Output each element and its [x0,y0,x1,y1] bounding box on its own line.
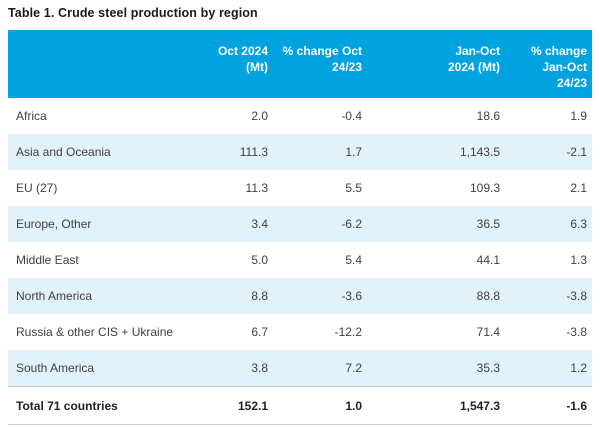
region-label: Africa [16,109,47,123]
oct-mt-value: 8.8 [251,289,268,303]
table-row-africa: Africa 2.0 -0.4 18.6 1.9 [8,98,592,134]
header-oct-2024-mt: Oct 2024 (Mt) [190,30,278,98]
crude-steel-production-table: Oct 2024 (Mt) % change Oct 24/23 Jan-Oct… [8,30,592,425]
oct-mt-value: 11.3 [245,181,268,195]
pct-change-oct-value: -6.2 [341,217,362,231]
pct-change-oct-value: 7.2 [345,361,362,375]
pct-change-jan-oct-value: 1.3 [570,253,587,267]
total-oct-mt-value: 152.1 [190,386,278,425]
region-label: EU (27) [16,181,58,195]
jan-oct-mt-value: 109.3 [469,181,500,195]
table-row-north-america: North America 8.8 -3.6 88.8 -3.8 [8,278,592,314]
jan-oct-mt-value: 1,143.5 [459,145,500,159]
jan-oct-mt-value: 44.1 [476,253,500,267]
pct-change-jan-oct-value: -3.8 [566,289,587,303]
table-row-eu-27: EU (27) 11.3 5.5 109.3 2.1 [8,170,592,206]
pct-change-oct-value: -12.2 [334,325,362,339]
total-pct-change-oct-value: 1.0 [278,386,372,425]
oct-mt-value: 5.0 [251,253,268,267]
oct-mt-value: 6.7 [251,325,268,339]
jan-oct-mt-value: 35.3 [476,361,500,375]
oct-mt-value: 3.4 [251,217,268,231]
table-row-middle-east: Middle East 5.0 5.4 44.1 1.3 [8,242,592,278]
region-label: Europe, Other [16,217,92,231]
header-row: Oct 2024 (Mt) % change Oct 24/23 Jan-Oct… [8,30,592,98]
total-row: Total 71 countries 152.1 1.0 1,547.3 -1.… [8,386,592,425]
header-pct-change-jan-oct: % change Jan-Oct 24/23 [510,30,592,98]
pct-change-jan-oct-value: 1.2 [570,361,587,375]
table-title: Table 1. Crude steel production by regio… [8,6,258,20]
oct-mt-value: 2.0 [251,109,268,123]
oct-mt-value: 3.8 [251,361,268,375]
pct-change-jan-oct-value: 1.9 [570,109,587,123]
pct-change-oct-value: -3.6 [341,289,362,303]
table-row-asia-and-oceania: Asia and Oceania 111.3 1.7 1,143.5 -2.1 [8,134,592,170]
table-row-south-america: South America 3.8 7.2 35.3 1.2 [8,350,592,387]
table-row-europe-other: Europe, Other 3.4 -6.2 36.5 6.3 [8,206,592,242]
pct-change-oct-value: 5.4 [345,253,362,267]
table-row-russia-cis-ukraine: Russia & other CIS + Ukraine 6.7 -12.2 7… [8,314,592,350]
total-pct-change-jan-oct-value: -1.6 [510,386,592,425]
pct-change-jan-oct-value: 2.1 [570,181,587,195]
jan-oct-mt-value: 88.8 [476,289,500,303]
pct-change-oct-value: 5.5 [345,181,362,195]
jan-oct-mt-value: 18.6 [476,109,500,123]
oct-mt-value: 111.3 [239,145,268,159]
header-jan-oct-2024-mt: Jan-Oct 2024 (Mt) [372,30,510,98]
region-label: South America [16,361,95,375]
pct-change-oct-value: -0.4 [341,109,362,123]
header-region [8,30,190,98]
pct-change-oct-value: 1.7 [345,145,362,159]
region-label: Russia & other CIS + Ukraine [16,325,174,339]
jan-oct-mt-value: 71.4 [476,325,500,339]
jan-oct-mt-value: 36.5 [476,217,500,231]
total-label: Total 71 countries [8,386,190,425]
total-jan-oct-mt-value: 1,547.3 [372,386,510,425]
pct-change-jan-oct-value: -3.8 [566,325,587,339]
header-pct-change-oct: % change Oct 24/23 [278,30,372,98]
region-label: Middle East [16,253,79,267]
region-label: Asia and Oceania [16,145,111,159]
pct-change-jan-oct-value: -2.1 [566,145,587,159]
region-label: North America [16,289,93,303]
pct-change-jan-oct-value: 6.3 [570,217,587,231]
